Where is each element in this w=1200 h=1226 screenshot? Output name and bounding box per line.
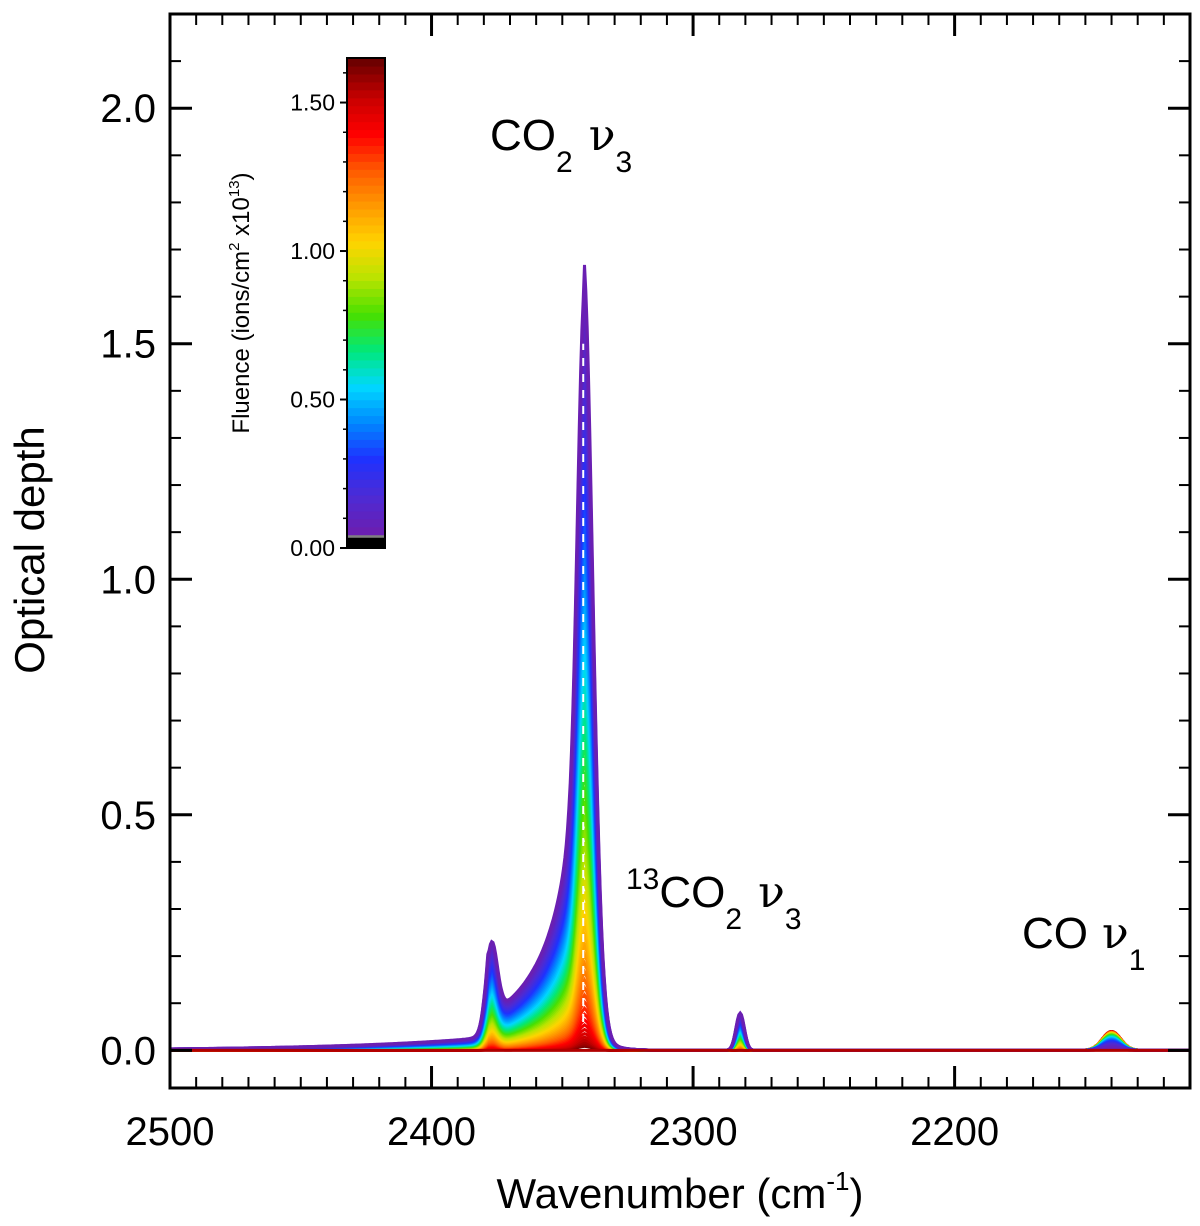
- y-tick-label: 1.5: [100, 323, 156, 367]
- colorbar-band: [347, 455, 385, 464]
- colorbar-band: [347, 240, 385, 250]
- colorbar-band: [347, 431, 385, 440]
- colorbar-band: [347, 312, 385, 321]
- colorbar-band: [347, 129, 385, 139]
- x-tick-label: 2200: [910, 1110, 999, 1154]
- colorbar-band: [347, 185, 385, 194]
- colorbar-band: [347, 486, 385, 496]
- colorbar-band: [347, 439, 385, 448]
- colorbar-band: [347, 169, 385, 178]
- colorbar-band: [347, 463, 385, 472]
- colorbar-band: [347, 526, 385, 536]
- colorbar-band: [347, 510, 385, 520]
- colorbar-band: [347, 224, 385, 234]
- colorbar-band: [347, 65, 385, 75]
- colorbar-band: [347, 383, 385, 393]
- y-tick-label: 0.0: [100, 1029, 156, 1073]
- colorbar-band: [347, 73, 385, 83]
- colorbar-band: [347, 537, 385, 548]
- colorbar-band: [347, 343, 385, 353]
- colorbar-band: [347, 328, 385, 337]
- colorbar-band: [347, 248, 385, 258]
- colorbar-band: [347, 447, 385, 456]
- spectra-series: [170, 264, 1190, 1052]
- colorbar-band: [347, 256, 385, 266]
- colorbar-band: [347, 177, 385, 186]
- y-axis-title: Optical depth: [6, 426, 53, 674]
- colorbar-band: [347, 391, 385, 401]
- colorbar-band: [347, 351, 385, 361]
- colorbar-band: [347, 272, 385, 282]
- colorbar-band: [347, 161, 385, 170]
- colorbar-band: [347, 58, 385, 67]
- colorbar-band: [347, 359, 385, 369]
- colorbar-band: [347, 81, 385, 91]
- colorbar-band: [347, 288, 385, 297]
- y-tick-label: 2.0: [100, 87, 156, 131]
- co-v1-annotation: CO ν1: [1022, 908, 1145, 977]
- colorbar-band: [347, 97, 385, 107]
- plot-frame: [168, 12, 1192, 1090]
- colorbar-band: [347, 304, 385, 313]
- colorbar-band: [347, 534, 385, 538]
- y-tick-label: 0.5: [100, 794, 156, 838]
- 13co2-v3-annotation: 13CO2ν3: [626, 863, 802, 936]
- colorbar-band: [347, 121, 385, 131]
- colorbar-tick-label: 0.50: [290, 387, 335, 413]
- colorbar-band: [347, 153, 385, 162]
- co2-v3-annotation: CO2ν3: [490, 110, 632, 179]
- fluence-colorbar: 0.00 0.50 1.00 1.50 Fluence (ions/cm2 x1013…: [226, 57, 386, 561]
- colorbar-title: Fluence (ions/cm2 x1013): [226, 172, 255, 433]
- colorbar-tick-label: 1.50: [290, 90, 335, 116]
- colorbar-tick-label: 1.00: [290, 238, 335, 264]
- colorbar-band: [347, 280, 385, 289]
- colorbar-band: [347, 296, 385, 305]
- colorbar-tick-label: 0.00: [290, 535, 335, 561]
- colorbar-band: [347, 113, 385, 123]
- colorbar-band: [347, 518, 385, 528]
- colorbar-band: [347, 494, 385, 504]
- colorbar-band: [347, 145, 385, 154]
- colorbar-band: [347, 105, 385, 115]
- colorbar-band: [347, 367, 385, 377]
- colorbar-gradient: [347, 58, 385, 548]
- colorbar-band: [347, 423, 385, 432]
- colorbar-band: [347, 471, 385, 480]
- x-tick-label: 2400: [387, 1110, 476, 1154]
- colorbar-band: [347, 264, 385, 274]
- colorbar-band: [347, 415, 385, 425]
- colorbar-band: [347, 137, 385, 146]
- colorbar-band: [347, 216, 385, 226]
- colorbar-band: [347, 399, 385, 409]
- x-axis-title: Wavenumber (cm-1): [497, 1166, 864, 1217]
- colorbar-band: [347, 89, 385, 99]
- colorbar-band: [347, 200, 385, 210]
- colorbar-ticks: 0.00 0.50 1.00 1.50: [290, 72, 347, 561]
- colorbar-band: [347, 208, 385, 218]
- x-tick-label: 2300: [649, 1110, 738, 1154]
- colorbar-band: [347, 336, 385, 345]
- colorbar-band: [347, 193, 385, 202]
- colorbar-band: [347, 502, 385, 512]
- colorbar-band: [347, 320, 385, 329]
- axes: 2500 2400 2300 2200 0.0 0.5 1.0 1.5 2.0: [100, 12, 1192, 1154]
- x-tick-label: 2500: [126, 1110, 215, 1154]
- colorbar-band: [347, 479, 385, 488]
- colorbar-band: [347, 232, 385, 242]
- colorbar-band: [347, 407, 385, 417]
- colorbar-frame: [346, 57, 386, 549]
- colorbar-band: [347, 375, 385, 385]
- y-tick-label: 1.0: [100, 558, 156, 602]
